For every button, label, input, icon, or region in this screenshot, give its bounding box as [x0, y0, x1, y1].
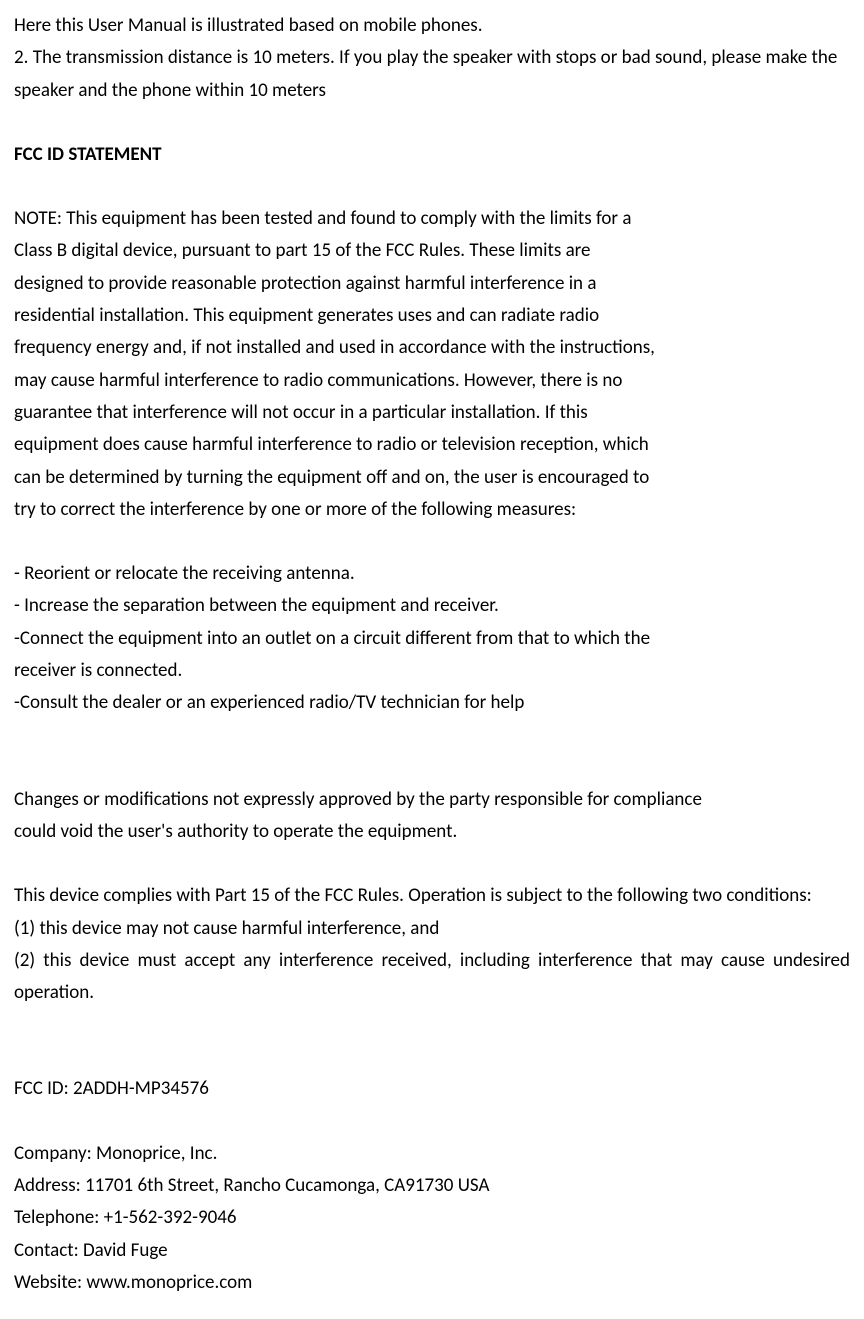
spacer: [14, 1009, 850, 1041]
changes-line-2: could void the user's authority to opera…: [14, 816, 850, 848]
fcc-note-line: guarantee that interference will not occ…: [14, 397, 850, 429]
measure-4: -Consult the dealer or an experienced ra…: [14, 687, 850, 719]
fcc-note-line: equipment does cause harmful interferenc…: [14, 429, 850, 461]
compliance-condition-1: (1) this device may not cause harmful in…: [14, 913, 850, 945]
intro-line-1: Here this User Manual is illustrated bas…: [14, 10, 850, 42]
spacer: [14, 107, 850, 139]
company-name: Company: Monoprice, Inc.: [14, 1138, 850, 1170]
changes-line-1: Changes or modifications not expressly a…: [14, 784, 850, 816]
company-address: Address: 11701 6th Street, Rancho Cucamo…: [14, 1170, 850, 1202]
spacer: [14, 720, 850, 752]
intro-line-2: 2. The transmission distance is 10 meter…: [14, 42, 850, 107]
spacer: [14, 848, 850, 880]
fcc-id-value: FCC ID: 2ADDH-MP34576: [14, 1073, 850, 1105]
company-website: Website: www.monoprice.com: [14, 1267, 850, 1299]
fcc-note-line: may cause harmful interference to radio …: [14, 365, 850, 397]
company-telephone: Telephone: +1-562-392-9046: [14, 1202, 850, 1234]
fcc-note-line: can be determined by turning the equipme…: [14, 462, 850, 494]
measure-1: - Reorient or relocate the receiving ant…: [14, 558, 850, 590]
fcc-heading: FCC ID STATEMENT: [14, 139, 850, 171]
spacer: [14, 171, 850, 203]
fcc-note-line: NOTE: This equipment has been tested and…: [14, 203, 850, 235]
spacer: [14, 1041, 850, 1073]
measure-3b: receiver is connected.: [14, 655, 850, 687]
fcc-note-line: try to correct the interference by one o…: [14, 494, 850, 526]
compliance-intro: This device complies with Part 15 of the…: [14, 880, 850, 912]
company-contact: Contact: David Fuge: [14, 1235, 850, 1267]
compliance-condition-2: (2) this device must accept any interfer…: [14, 945, 850, 1010]
spacer: [14, 1106, 850, 1138]
measure-3: -Connect the equipment into an outlet on…: [14, 623, 850, 655]
fcc-note-line: Class B digital device, pursuant to part…: [14, 235, 850, 267]
fcc-note-line: residential installation. This equipment…: [14, 300, 850, 332]
fcc-note-line: frequency energy and, if not installed a…: [14, 332, 850, 364]
measure-2: - Increase the separation between the eq…: [14, 590, 850, 622]
spacer: [14, 526, 850, 558]
spacer: [14, 752, 850, 784]
fcc-note-line: designed to provide reasonable protectio…: [14, 268, 850, 300]
